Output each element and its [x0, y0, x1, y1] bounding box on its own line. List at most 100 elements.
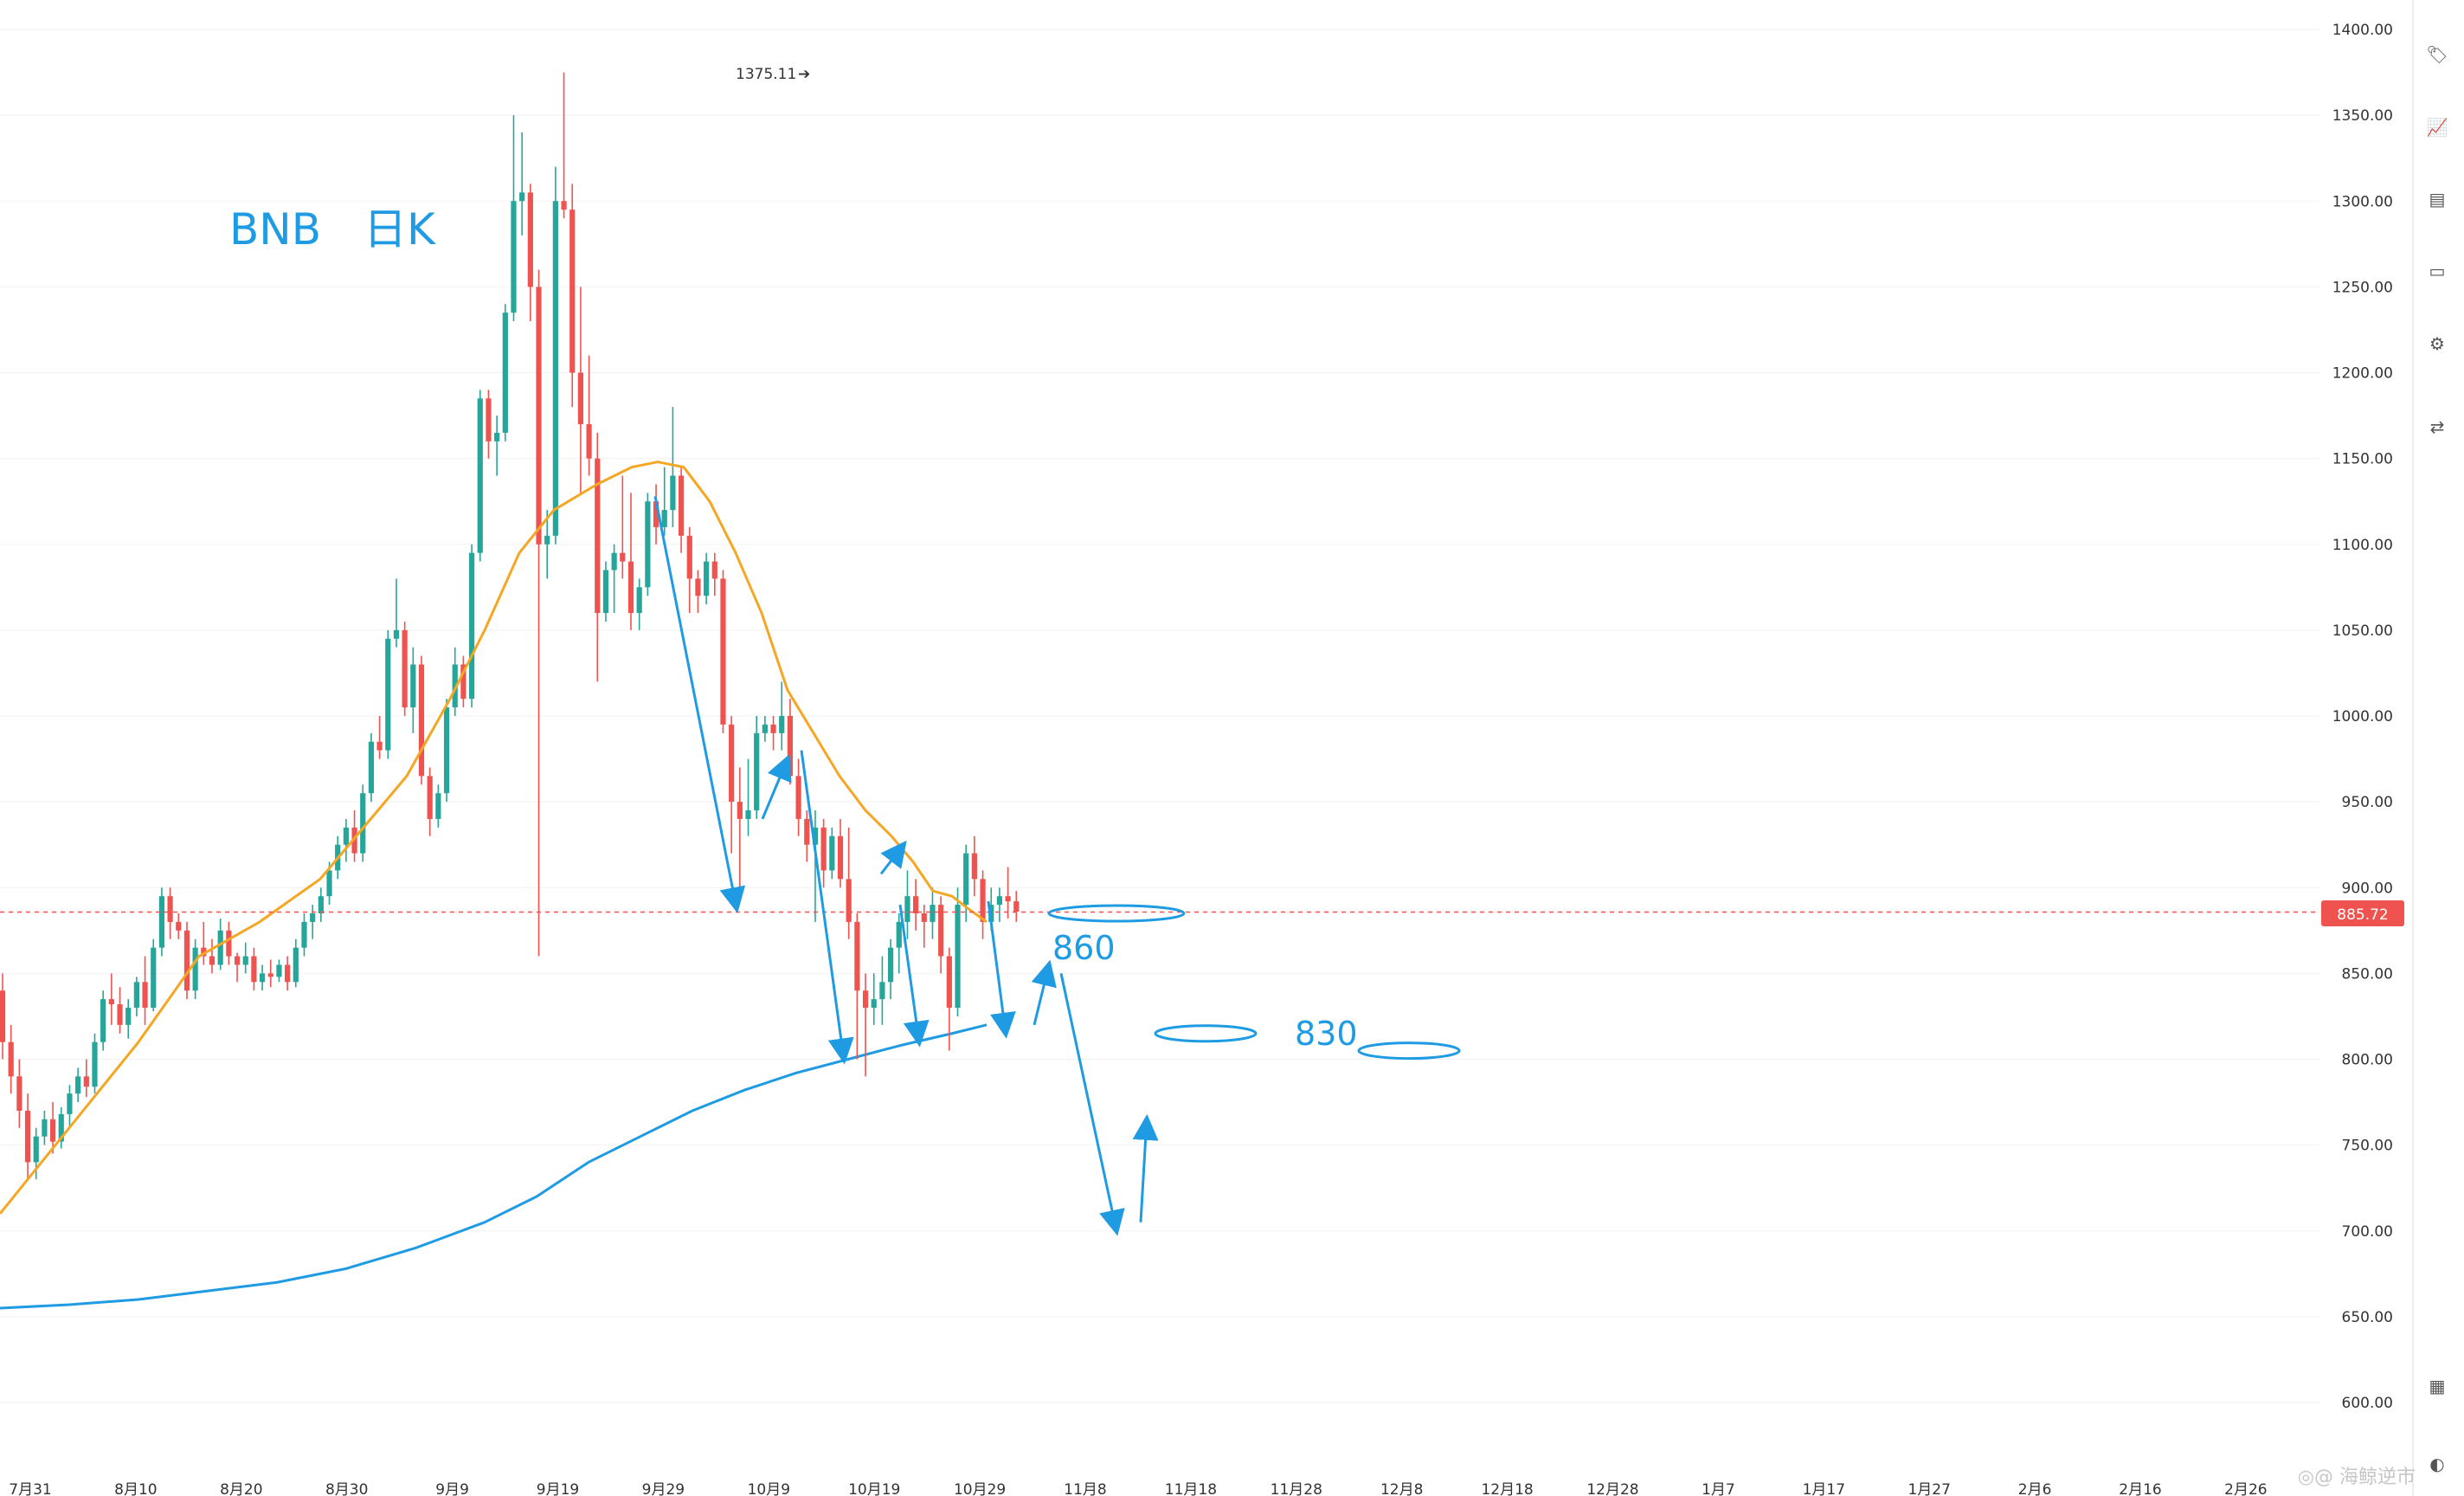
candle-body: [636, 587, 642, 614]
candle: [83, 1059, 89, 1098]
candle: [887, 938, 894, 1000]
y-tick-label: 600.00: [2342, 1395, 2393, 1412]
support-ellipse: [1154, 1024, 1258, 1043]
candle-body: [762, 724, 768, 733]
candle-body: [226, 930, 232, 957]
candle-body: [812, 827, 819, 845]
candle-body: [527, 192, 533, 287]
candle: [310, 905, 316, 939]
candle: [49, 1102, 56, 1154]
robot-icon[interactable]: ⚙: [2429, 333, 2445, 354]
candle: [704, 552, 710, 605]
etf-icon[interactable]: ▭: [2429, 261, 2446, 281]
candle-body: [955, 905, 961, 1009]
candle-body: [209, 956, 216, 965]
candle-body: [16, 1076, 23, 1111]
candle: [820, 818, 827, 888]
candle-body: [602, 570, 609, 614]
candle: [318, 887, 324, 922]
candle-body: [49, 1119, 56, 1142]
y-tick-label: 650.00: [2342, 1309, 2393, 1326]
candle: [468, 544, 475, 708]
candle-body: [963, 853, 969, 906]
candle: [100, 990, 106, 1051]
candle: [418, 655, 425, 785]
candle-body: [368, 741, 375, 794]
candle: [552, 166, 558, 545]
candle: [930, 887, 936, 939]
candle-body: [1005, 896, 1011, 902]
support-ellipse: [1047, 904, 1186, 923]
monitor-chart-icon[interactable]: ▤: [2429, 189, 2446, 210]
candle-body: [402, 629, 408, 708]
candle-body: [360, 793, 366, 854]
candle: [276, 959, 282, 983]
candle: [762, 716, 768, 742]
candle: [586, 355, 592, 476]
candle: [795, 758, 801, 836]
candle: [921, 905, 927, 948]
candle-body: [276, 964, 282, 977]
candle: [1013, 891, 1020, 922]
candle-body: [754, 732, 760, 811]
candle: [402, 621, 408, 716]
y-tick-label: 950.00: [2342, 794, 2393, 811]
price-axis[interactable]: 1400.00 1350.00 1300.00 1250.00 1200.00 1150.…: [2332, 22, 2393, 1412]
x-tick-label: 10月19: [848, 1481, 900, 1496]
headset-icon[interactable]: ◐: [2429, 1454, 2445, 1474]
candle-body: [125, 1008, 132, 1025]
trend-arrow: [898, 904, 930, 1048]
candle: [251, 947, 257, 991]
candle-body: [980, 879, 986, 922]
candle-body: [242, 956, 248, 965]
exchange-icon[interactable]: ⇄: [2429, 416, 2445, 437]
candle: [226, 921, 232, 965]
candle: [595, 432, 601, 682]
candle-body: [620, 552, 626, 562]
x-tick-label: 11月18: [1165, 1481, 1217, 1496]
candle: [301, 912, 307, 957]
candle-body: [58, 1113, 64, 1142]
y-tick-label: 1400.00: [2332, 22, 2393, 39]
x-tick-label: 9月19: [537, 1481, 579, 1496]
x-tick-label: 10月29: [954, 1481, 1006, 1496]
current-price-label: 885.72: [2337, 906, 2388, 924]
candle-body: [8, 1041, 14, 1077]
chart-subtitle: 日K: [363, 204, 436, 255]
time-axis[interactable]: 7月31 8月10 8月20 8月30 9月9 9月19 9月29 10月9 10月19 10月2…: [9, 1481, 2267, 1496]
candle-body: [108, 999, 114, 1005]
candle: [627, 493, 634, 630]
candle: [117, 987, 123, 1034]
candle: [360, 784, 366, 862]
candle-body: [795, 776, 801, 819]
candle: [192, 938, 198, 1000]
trend-chart-icon[interactable]: 📈: [2426, 117, 2448, 138]
candle: [527, 184, 533, 322]
candle-body: [318, 896, 324, 913]
dollar-tag-icon[interactable]: 🏷: [2426, 44, 2448, 65]
layout-icon[interactable]: ▦: [2429, 1376, 2446, 1396]
candle-body: [42, 1119, 48, 1137]
candle-body: [695, 578, 701, 596]
candle-body: [787, 716, 794, 777]
candle-body: [477, 398, 483, 553]
trend-arrow: [1059, 973, 1125, 1236]
candle-body: [645, 501, 651, 588]
candle: [837, 818, 844, 888]
candle-body: [561, 201, 567, 210]
candle: [862, 973, 869, 1077]
x-tick-label: 12月8: [1380, 1481, 1423, 1496]
candle: [804, 810, 810, 862]
candle: [620, 475, 626, 579]
current-price-badge: 885.72: [2321, 900, 2404, 926]
candle-body: [544, 535, 550, 545]
candles: [0, 72, 1020, 1180]
candle: [611, 544, 617, 614]
candle: [980, 870, 986, 939]
x-tick-label: 8月30: [325, 1481, 368, 1496]
candle: [502, 304, 508, 442]
x-tick-label: 11月28: [1271, 1481, 1322, 1496]
candle-body: [460, 664, 466, 700]
candle: [745, 758, 751, 836]
